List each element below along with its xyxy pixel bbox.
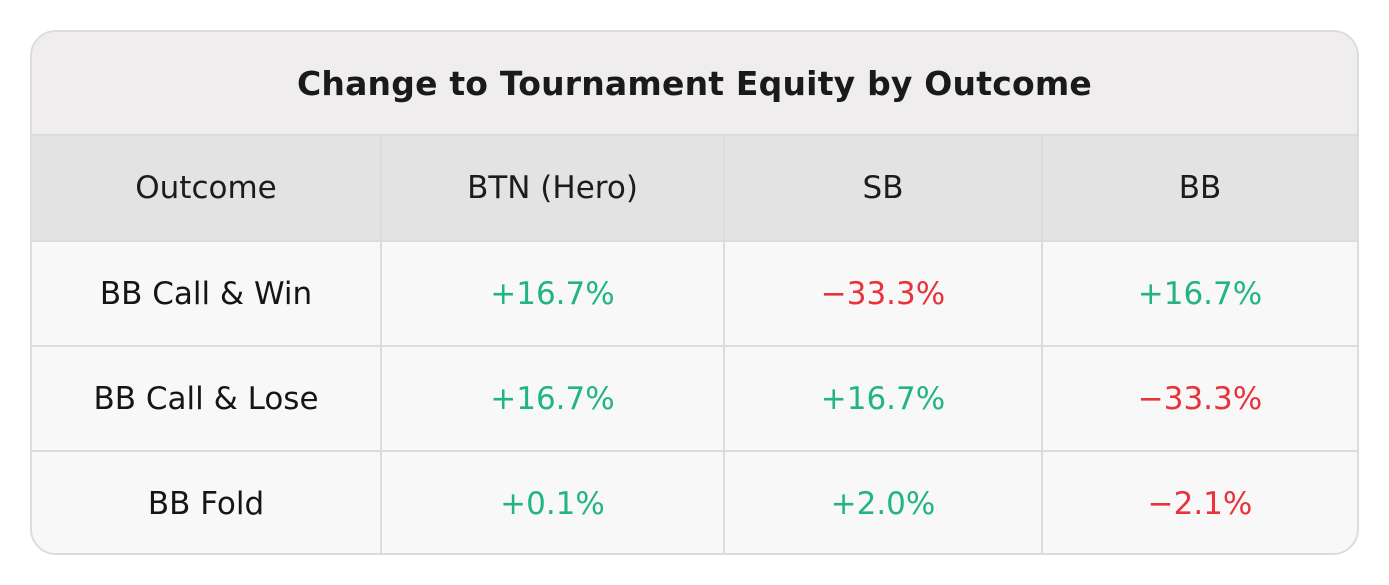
- equity-cell: +16.7%: [381, 241, 725, 347]
- outcome-cell: BB Call & Lose: [32, 346, 382, 452]
- table-title: Change to Tournament Equity by Outcome: [296, 63, 1093, 103]
- equity-cell: +2.0%: [724, 451, 1043, 553]
- header-row: Outcome BTN (Hero) SB BB: [32, 136, 1357, 242]
- equity-cell: −33.3%: [724, 241, 1043, 347]
- equity-cell: −33.3%: [1042, 346, 1357, 452]
- header-btn-hero: BTN (Hero): [381, 136, 725, 242]
- header-sb: SB: [724, 136, 1043, 242]
- table-row: BB Call & Win +16.7% −33.3% +16.7%: [32, 241, 1357, 347]
- equity-cell: −2.1%: [1042, 451, 1357, 553]
- equity-table: Outcome BTN (Hero) SB BB BB Call & Win +…: [32, 136, 1357, 553]
- title-bar: Change to Tournament Equity by Outcome: [32, 32, 1357, 136]
- equity-cell: +16.7%: [381, 346, 725, 452]
- equity-cell: +16.7%: [724, 346, 1043, 452]
- equity-table-card: Change to Tournament Equity by Outcome O…: [30, 30, 1359, 555]
- equity-cell: +16.7%: [1042, 241, 1357, 347]
- header-outcome: Outcome: [32, 136, 382, 242]
- equity-cell: +0.1%: [381, 451, 725, 553]
- table-row: BB Fold +0.1% +2.0% −2.1%: [32, 451, 1357, 553]
- header-bb: BB: [1042, 136, 1357, 242]
- outcome-cell: BB Call & Win: [32, 241, 382, 347]
- table-row: BB Call & Lose +16.7% +16.7% −33.3%: [32, 346, 1357, 452]
- outcome-cell: BB Fold: [32, 451, 382, 553]
